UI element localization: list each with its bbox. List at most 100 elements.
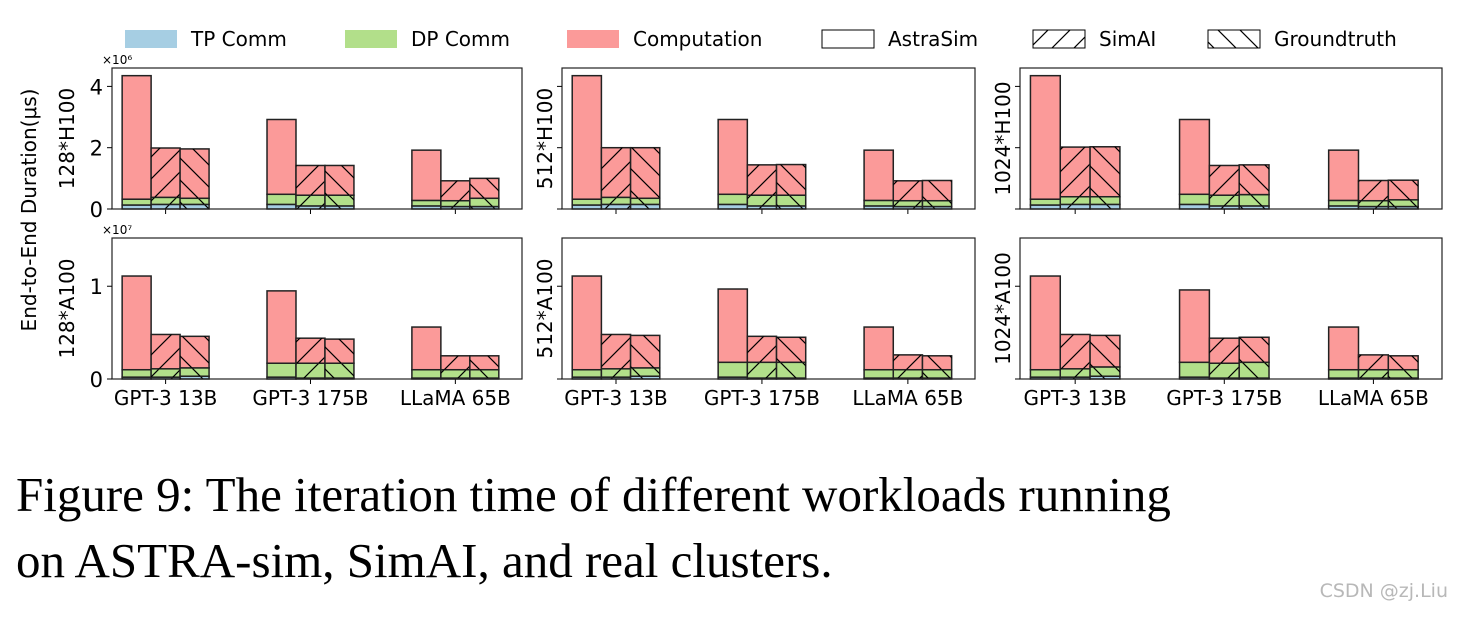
bar-astrasim-dp-comm-gpt-3-175b: [1178, 193, 1211, 206]
bar-hatch: [893, 369, 923, 379]
bar-hatch: [922, 355, 952, 370]
legend-label: SimAI: [1099, 27, 1156, 51]
bar-hatch: [1239, 362, 1270, 379]
bar-hatch: [1060, 204, 1091, 209]
bar-hatch: [180, 376, 210, 379]
y-tick-label: 0: [90, 368, 103, 392]
bar-hatch: [1239, 337, 1270, 363]
x-tick-label: GPT-3 175B: [1166, 386, 1282, 410]
bar-hatch: [776, 205, 806, 209]
bar-astrasim-dp-comm-gpt-3-175b: [717, 361, 749, 378]
bar-hatch: [440, 355, 470, 370]
y-scale-label: ×10⁷: [102, 223, 132, 237]
panel-128-h100: 0 2 4 ×10⁶ 128*H100: [55, 53, 523, 222]
bar-hatch: [1388, 355, 1419, 370]
bar-astrasim-computation-llama-65b: [1327, 149, 1360, 202]
bar-hatch: [893, 180, 923, 201]
x-tick-label: LLaMA 65B: [852, 386, 963, 410]
axes-frame: [561, 67, 976, 210]
bar-hatch: [324, 339, 354, 364]
bar-astrasim-dp-comm-gpt-3-13b: [1029, 198, 1062, 206]
bar-hatch: [630, 367, 660, 377]
bar-hatch: [1358, 354, 1389, 370]
bar-hatch: [295, 195, 325, 206]
legend-swatch: [125, 30, 177, 48]
panel-128-a100: GPT-3 13B GPT-3 175B LLaMA 65B 0 1 ×10⁷ 128*A1…: [55, 223, 523, 410]
bar-hatch: [630, 147, 660, 199]
bar-hatch: [1060, 368, 1091, 378]
bar-hatch: [747, 362, 777, 379]
bar-astrasim-dp-comm-gpt-3-175b: [717, 193, 749, 206]
axes-frame: [1019, 237, 1443, 380]
legend-label: TP Comm: [190, 27, 287, 51]
bar-astrasim-dp-comm-llama-65b: [1327, 368, 1360, 379]
bar-hatch: [1358, 206, 1389, 209]
bar-hatch: [151, 334, 181, 369]
axes-frame: [111, 67, 523, 210]
bar-astrasim-dp-comm-gpt-3-13b: [1029, 368, 1062, 378]
bar-hatch: [630, 335, 660, 368]
x-tick-label: GPT-3 13B: [1023, 386, 1126, 410]
axes-frame: [561, 237, 976, 380]
bar-hatch: [151, 368, 181, 378]
bar-astrasim-computation-llama-65b: [1327, 326, 1360, 371]
bar-hatch: [1388, 199, 1419, 207]
bar-hatch: [893, 200, 923, 207]
legend-hatch: [1032, 29, 1086, 49]
row-label: 128*H100: [55, 88, 79, 189]
row-label: 512*A100: [533, 258, 557, 358]
bar-hatch: [601, 147, 631, 198]
bar-astrasim-computation-gpt-3-13b: [1029, 74, 1062, 200]
bar-astrasim-computation-llama-65b: [411, 149, 442, 202]
bar-astrasim-computation-gpt-3-13b: [571, 275, 603, 371]
bar-hatch: [180, 367, 210, 377]
bar-hatch: [440, 206, 470, 209]
legend-item-tp-comm: TP Comm: [125, 27, 287, 51]
bar-hatch: [601, 368, 631, 378]
bar-astrasim-computation-gpt-3-13b: [121, 74, 152, 200]
bar-hatch: [1209, 338, 1240, 364]
bar-astrasim-computation-gpt-3-13b: [121, 275, 152, 371]
bar-hatch: [295, 205, 325, 209]
bar-astrasim-computation-gpt-3-175b: [266, 118, 297, 196]
legend-swatch: [345, 30, 397, 48]
legend-item-computation: Computation: [567, 27, 762, 51]
bar-hatch: [893, 354, 923, 370]
x-tick-label: GPT-3 175B: [252, 386, 368, 410]
bar-astrasim-dp-comm-gpt-3-13b: [571, 198, 603, 206]
bar-hatch: [601, 377, 631, 379]
x-tick-label: GPT-3 13B: [114, 386, 217, 410]
bar-hatch: [180, 204, 210, 209]
legend-swatch: [821, 29, 875, 49]
bar-astrasim-dp-comm-gpt-3-13b: [121, 368, 152, 378]
bar-hatch: [1388, 206, 1419, 209]
bar-hatch: [1060, 334, 1091, 369]
bar-astrasim-dp-comm-gpt-3-175b: [266, 362, 297, 378]
bar-astrasim-dp-comm-gpt-3-13b: [571, 368, 603, 378]
bar-hatch: [776, 195, 806, 206]
bar-hatch: [1358, 180, 1389, 201]
axes-frame: [111, 237, 523, 380]
bar-hatch: [1090, 335, 1120, 367]
bar-hatch: [1209, 363, 1240, 379]
bar-hatch: [324, 195, 354, 206]
y-tick-label: 4: [90, 75, 103, 99]
bar-hatch: [1060, 377, 1091, 379]
bar-hatch: [601, 197, 631, 205]
x-tick-label: LLaMA 65B: [1318, 386, 1429, 410]
figure-caption: Figure 9: The iteration time of differen…: [16, 462, 1456, 594]
legend-swatch: [567, 30, 619, 48]
bar-astrasim-computation-gpt-3-175b: [717, 288, 749, 364]
bar-hatch: [630, 376, 660, 379]
bar-hatch: [151, 197, 181, 205]
bar-hatch: [1090, 146, 1120, 197]
legend-label: Computation: [633, 27, 762, 51]
bar-hatch: [1388, 180, 1419, 200]
bar-hatch: [630, 204, 660, 209]
bar-hatch: [151, 148, 181, 198]
bar-hatch: [1090, 196, 1120, 205]
bar-hatch: [747, 195, 777, 206]
bar-hatch: [776, 337, 806, 363]
bar-hatch: [1209, 165, 1240, 196]
bar-hatch: [1090, 376, 1120, 379]
